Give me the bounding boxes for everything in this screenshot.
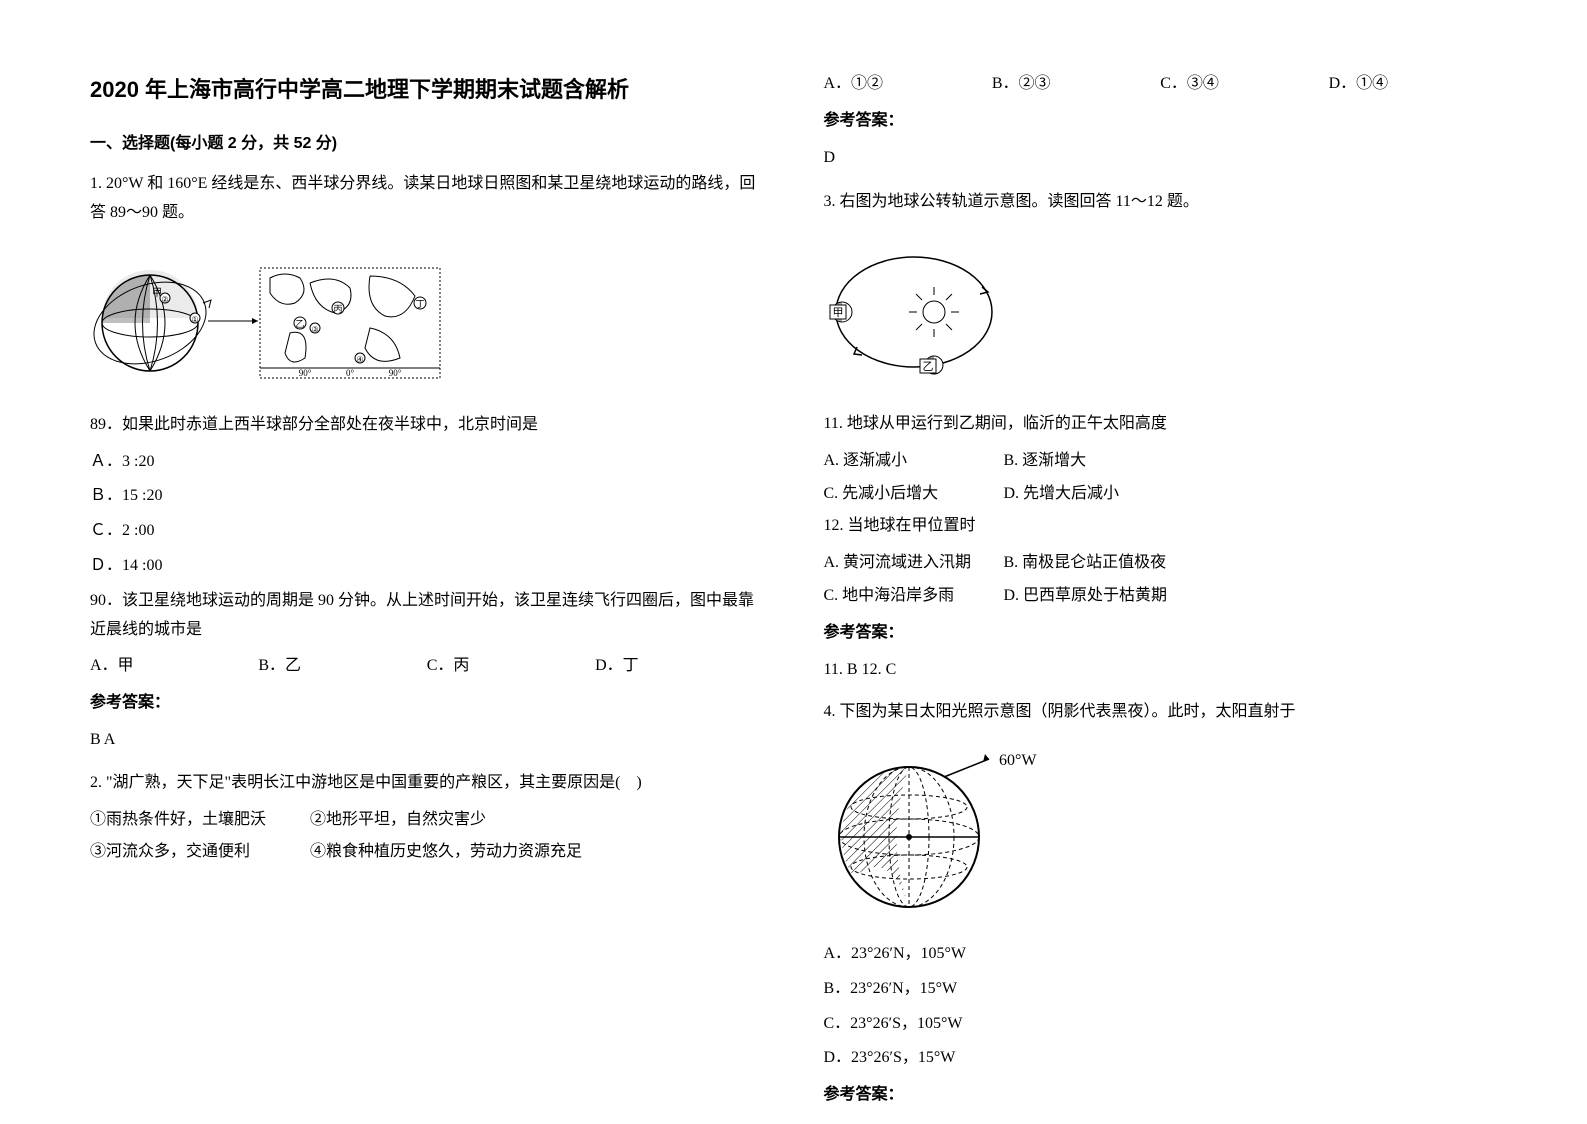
q12-opt-c: C. 地中海沿岸多雨 — [824, 582, 1004, 611]
q1-intro: 1. 20°W 和 160°E 经线是东、西半球分界线。读某日地球日照图和某卫星… — [90, 170, 764, 228]
q89-opt-d: Ｄ．14 :00 — [90, 552, 764, 581]
q11-row2: C. 先减小后增大 D. 先增大后减小 — [824, 480, 1498, 509]
q4-opt-b: B．23°26′N，15°W — [824, 975, 1498, 1004]
q4-figure: 60°W — [824, 747, 1084, 917]
q89-opt-a: Ａ．3 :20 — [90, 448, 764, 477]
section-header: 一、选择题(每小题 2 分，共 52 分) — [90, 130, 764, 159]
q2-sub-row2: ③河流众多，交通便利 ④粮食种植历史悠久，劳动力资源充足 — [90, 838, 764, 867]
left-column: 2020 年上海市高行中学高二地理下学期期末试题含解析 一、选择题(每小题 2 … — [90, 70, 764, 1124]
svg-text:乙: 乙 — [295, 319, 304, 329]
q3-ref-label: 参考答案： — [824, 619, 1498, 648]
svg-text:甲: 甲 — [832, 307, 843, 319]
q2-ref-label: 参考答案： — [824, 107, 1498, 136]
q4-ref-label: 参考答案： — [824, 1081, 1498, 1110]
q2-sub-row1: ①雨热条件好，土壤肥沃 ②地形平坦，自然灾害少 — [90, 806, 764, 835]
svg-text:④: ④ — [356, 355, 363, 364]
q11-opt-b: B. 逐渐增大 — [1004, 447, 1087, 476]
question-1: 1. 20°W 和 160°E 经线是东、西半球分界线。读某日地球日照图和某卫星… — [90, 170, 764, 754]
q2-opt-c: C．③④ — [1160, 70, 1328, 99]
q90-opt-c: C．丙 — [427, 652, 595, 681]
q3-figure: 甲 乙 — [824, 237, 1004, 387]
q2-opt-a: A．①② — [824, 70, 992, 99]
q12-opt-b: B. 南极昆仑站正值极夜 — [1004, 549, 1167, 578]
svg-text:③: ③ — [311, 325, 318, 334]
q12-text: 12. 当地球在甲位置时 — [824, 512, 1498, 541]
question-4: 4. 下图为某日太阳光照示意图（阴影代表黑夜）。此时，太阳直射于 — [824, 698, 1498, 1110]
q1-answer: B A — [90, 726, 764, 755]
svg-text:丙: 丙 — [333, 304, 342, 314]
svg-text:甲: 甲 — [152, 288, 162, 299]
q89-opt-c: Ｃ．2 :00 — [90, 517, 764, 546]
q89-text: 89．如果此时赤道上西半球部分全部处在夜半球中，北京时间是 — [90, 411, 764, 440]
q12-row2: C. 地中海沿岸多雨 D. 巴西草原处于枯黄期 — [824, 582, 1498, 611]
q2-opt-b: B．②③ — [992, 70, 1160, 99]
q2-options: A．①② B．②③ C．③④ D．①④ — [824, 70, 1498, 99]
q12-row1: A. 黄河流域进入汛期 B. 南极昆仑站正值极夜 — [824, 549, 1498, 578]
svg-text:60°W: 60°W — [999, 752, 1037, 769]
q90-options: A．甲 B．乙 C．丙 D．丁 — [90, 652, 764, 681]
q4-opt-c: C．23°26′S，105°W — [824, 1010, 1498, 1039]
question-2: 2. "湖广熟，天下足"表明长江中游地区是中国重要的产粮区，其主要原因是( ) … — [90, 769, 764, 867]
q12-opt-a: A. 黄河流域进入汛期 — [824, 549, 1004, 578]
q4-opt-d: D．23°26′S，15°W — [824, 1044, 1498, 1073]
q3-intro: 3. 右图为地球公转轨道示意图。读图回答 11～12 题。 — [824, 188, 1498, 217]
q2-answer: D — [824, 144, 1498, 173]
q1-figure: ① ② 甲 丙 乙 丁 ③ ④ — [90, 248, 450, 388]
q2-sub1: ①雨热条件好，土壤肥沃 — [90, 806, 310, 835]
q11-row1: A. 逐渐减小 B. 逐渐增大 — [824, 447, 1498, 476]
q1-ref-label: 参考答案： — [90, 689, 764, 718]
q89-opt-b: Ｂ．15 :20 — [90, 482, 764, 511]
page-title: 2020 年上海市高行中学高二地理下学期期末试题含解析 — [90, 70, 764, 110]
q12-opt-d: D. 巴西草原处于枯黄期 — [1004, 582, 1168, 611]
q2-sub3: ③河流众多，交通便利 — [90, 838, 310, 867]
q2-sub4: ④粮食种植历史悠久，劳动力资源充足 — [310, 838, 582, 867]
question-3: 3. 右图为地球公转轨道示意图。读图回答 11～12 题。 — [824, 188, 1498, 684]
q11-opt-a: A. 逐渐减小 — [824, 447, 1004, 476]
q4-opt-a: A．23°26′N，105°W — [824, 940, 1498, 969]
q3-answer: 11. B 12. C — [824, 656, 1498, 685]
right-column: A．①② B．②③ C．③④ D．①④ 参考答案： D 3. 右图为地球公转轨道… — [824, 70, 1498, 1124]
svg-text:0°: 0° — [346, 368, 355, 378]
q2-opt-d: D．①④ — [1329, 70, 1497, 99]
q2-sub2: ②地形平坦，自然灾害少 — [310, 806, 486, 835]
q11-text: 11. 地球从甲运行到乙期间，临沂的正午太阳高度 — [824, 410, 1498, 439]
q11-opt-c: C. 先减小后增大 — [824, 480, 1004, 509]
q11-opt-d: D. 先增大后减小 — [1004, 480, 1120, 509]
svg-text:丁: 丁 — [415, 299, 424, 309]
svg-text:90°: 90° — [389, 368, 402, 378]
svg-text:90°: 90° — [299, 368, 312, 378]
svg-text:①: ① — [191, 315, 198, 324]
q90-text: 90．该卫星绕地球运动的周期是 90 分钟。从上述时间开始，该卫星连续飞行四圈后… — [90, 587, 764, 645]
svg-text:②: ② — [161, 295, 168, 304]
q2-intro: 2. "湖广熟，天下足"表明长江中游地区是中国重要的产粮区，其主要原因是( ) — [90, 769, 764, 798]
q90-opt-a: A．甲 — [90, 652, 258, 681]
q4-intro: 4. 下图为某日太阳光照示意图（阴影代表黑夜）。此时，太阳直射于 — [824, 698, 1498, 727]
svg-text:乙: 乙 — [922, 360, 933, 373]
q90-opt-b: B．乙 — [258, 652, 426, 681]
q90-opt-d: D．丁 — [595, 652, 763, 681]
